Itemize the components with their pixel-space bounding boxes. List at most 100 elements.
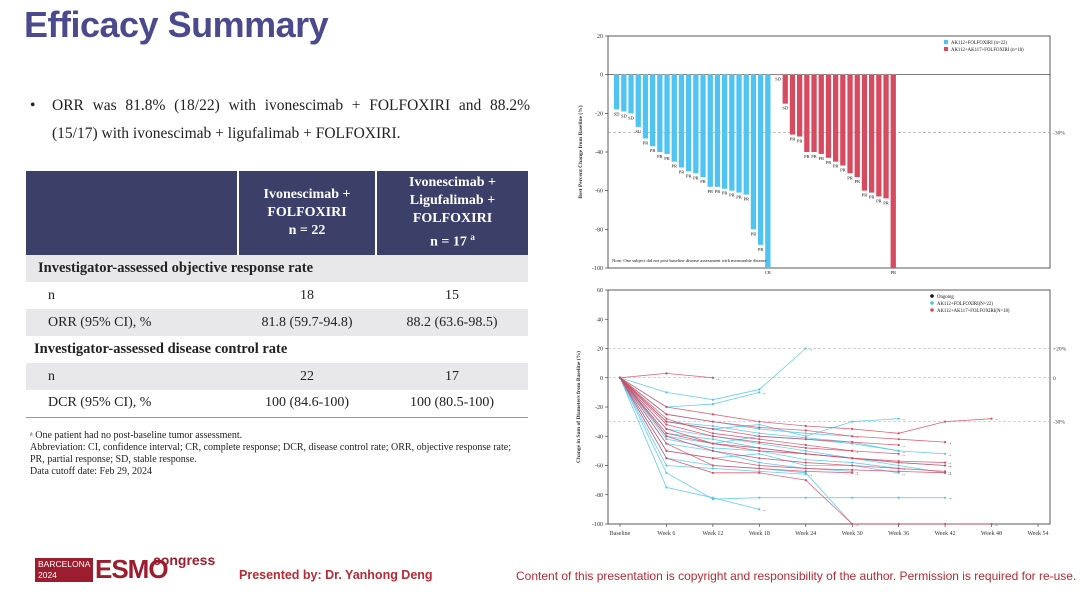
bar (729, 74, 735, 191)
data-point (804, 467, 807, 470)
bar-response-label: PR (797, 139, 803, 144)
bar (797, 74, 803, 137)
bar (765, 74, 771, 268)
data-point (897, 461, 900, 464)
legend-label: AK112+FOLFOXIRI (n=22) (951, 41, 1007, 46)
bar (714, 74, 721, 187)
series-line (619, 377, 946, 466)
x-tick-label: Week 42 (935, 531, 956, 537)
data-point (758, 508, 761, 511)
data-point (758, 467, 761, 470)
series-line (619, 377, 853, 452)
data-point (665, 457, 668, 460)
summary-bullet: • ORR was 81.8% (18/22) with ivonescimab… (30, 92, 530, 148)
legend-label: AK112+AK117+FOLFOXIRI(N=18) (937, 309, 1010, 314)
data-point (804, 443, 807, 447)
bar (818, 74, 824, 154)
data-point (851, 441, 854, 444)
data-point (851, 471, 854, 474)
data-point (804, 470, 807, 473)
bar (650, 74, 656, 147)
series-line (619, 377, 946, 443)
ongoing-arrow: → (994, 522, 999, 528)
data-point (990, 417, 993, 420)
data-point (711, 398, 714, 401)
bar-response-label: PR (736, 195, 742, 200)
presenter: Presented by: Dr. Yanhong Deng (239, 568, 433, 582)
bar (775, 74, 781, 76)
data-point (897, 522, 900, 526)
orr-section-heading: Investigator-assessed objective response… (26, 255, 528, 282)
data-point (665, 464, 668, 467)
x-tick-label: Week 12 (702, 531, 723, 537)
data-point (711, 496, 714, 499)
ongoing-arrow: → (947, 496, 952, 502)
efficacy-table: Ivonescimab + FOLFOXIRI n = 22 Ivonescim… (26, 171, 528, 418)
bar (825, 74, 832, 158)
bar-response-label: PR (693, 175, 699, 180)
data-point (851, 457, 854, 460)
data-point (711, 467, 714, 470)
data-point (851, 522, 854, 526)
y-axis-label: Best Percent Change from Baseline (%) (577, 105, 584, 198)
bar-response-label: SU (635, 129, 642, 134)
series-line (619, 377, 946, 455)
bar-response-label: SD (621, 113, 628, 118)
data-point (897, 417, 900, 420)
ongoing-arrow: → (947, 471, 952, 477)
ongoing-arrow: → (854, 471, 859, 477)
data-point (758, 464, 761, 467)
data-point (804, 432, 807, 435)
bar-response-label: SD (782, 106, 789, 111)
table-header-ivonescimab-ligufalimab: Ivonescimab + Ligufalimab + FOLFOXIRI n … (376, 171, 528, 255)
data-point (665, 372, 668, 375)
waterfall-chart: 20 0 -20 -40 -60 -80 -100 -30% Best Percent Chan… (577, 34, 1065, 275)
ongoing-arrow: → (715, 376, 720, 382)
data-point (804, 464, 807, 467)
data-point (758, 420, 761, 423)
ongoing-arrow: → (947, 452, 952, 458)
data-point (944, 441, 947, 444)
ongoing-arrow: → (947, 464, 952, 470)
bar (700, 74, 706, 178)
ongoing-arrow: → (808, 472, 813, 478)
bar (854, 74, 860, 178)
ongoing-arrow: → (947, 471, 952, 477)
data-point (758, 471, 761, 474)
data-point (665, 413, 668, 416)
bar (782, 74, 788, 104)
data-point (758, 426, 761, 429)
data-point (711, 413, 714, 416)
dcr-section-heading: Investigator-assessed disease control ra… (26, 336, 528, 363)
bar-response-label: PR (686, 173, 692, 178)
series-line (619, 377, 946, 472)
x-tick-label: Week 54 (1027, 531, 1048, 537)
bar (722, 74, 728, 189)
legend-swatch (944, 40, 948, 44)
data-point (665, 420, 668, 423)
data-point (758, 435, 761, 438)
data-point (758, 432, 761, 435)
ongoing-arrow: → (854, 434, 859, 440)
legend-marker (930, 294, 934, 298)
bar-response-label: PR (862, 193, 868, 198)
bar (876, 74, 882, 197)
bar-response-label: PR (650, 148, 656, 153)
bar (758, 74, 764, 245)
ongoing-arrow: → (761, 390, 766, 396)
ongoing-arrow: → (947, 440, 952, 446)
data-point (711, 449, 714, 452)
data-point (711, 438, 714, 441)
bar-response-label: PR (729, 193, 735, 198)
x-tick-label: Week 24 (795, 531, 816, 537)
bar (657, 74, 663, 152)
series-line (619, 377, 946, 500)
bar (833, 74, 839, 162)
series-line (619, 377, 760, 510)
data-point (711, 471, 714, 474)
data-point (711, 376, 714, 379)
copyright-notice: Content of this presentation is copyrigh… (516, 569, 1077, 583)
ongoing-arrow: → (854, 449, 859, 455)
bar-response-label: PR (883, 200, 889, 205)
legend-label: Ongoing (937, 295, 954, 300)
